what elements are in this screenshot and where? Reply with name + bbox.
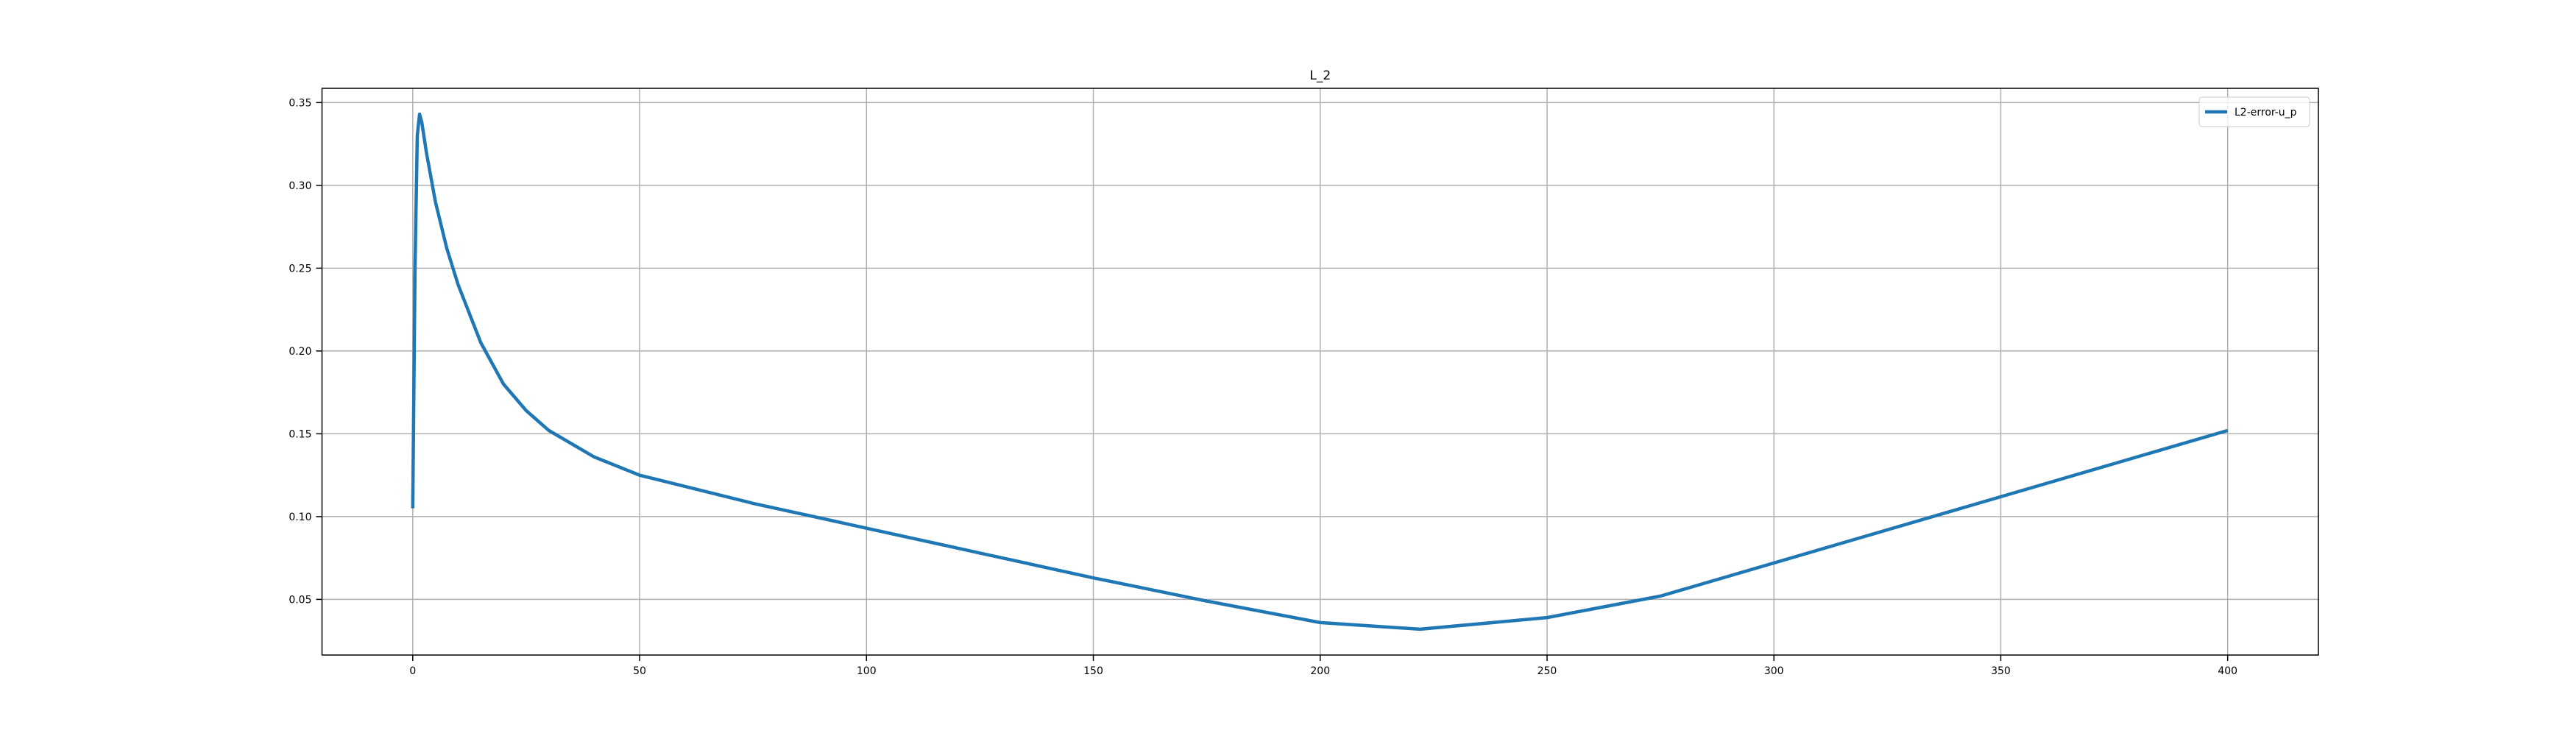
- y-tick-label: 0.20: [289, 346, 311, 358]
- x-tick-label: 200: [1310, 665, 1330, 677]
- y-tick-label: 0.25: [289, 263, 311, 275]
- x-tick-label: 250: [1538, 665, 1557, 677]
- x-tick-label: 150: [1083, 665, 1103, 677]
- x-tick-label: 300: [1764, 665, 1784, 677]
- y-tick-label: 0.05: [289, 594, 311, 606]
- y-tick-label: 0.35: [289, 97, 311, 109]
- y-tick-label: 0.10: [289, 512, 311, 523]
- data-line: [411, 112, 2229, 631]
- plot-frame: [321, 88, 2319, 656]
- x-tick-label: 100: [857, 665, 877, 677]
- x-tick-label: 0: [409, 665, 416, 677]
- x-tick-label: 400: [2218, 665, 2237, 677]
- x-tick-label: 50: [633, 665, 646, 677]
- legend-label: L2-error-u_p: [2234, 107, 2297, 118]
- x-tick-label: 350: [1991, 665, 2011, 677]
- legend-box: [2198, 96, 2310, 127]
- y-tick-label: 0.15: [289, 428, 311, 440]
- chart-title: L_2: [1309, 68, 1331, 83]
- y-tick-label: 0.30: [289, 180, 311, 192]
